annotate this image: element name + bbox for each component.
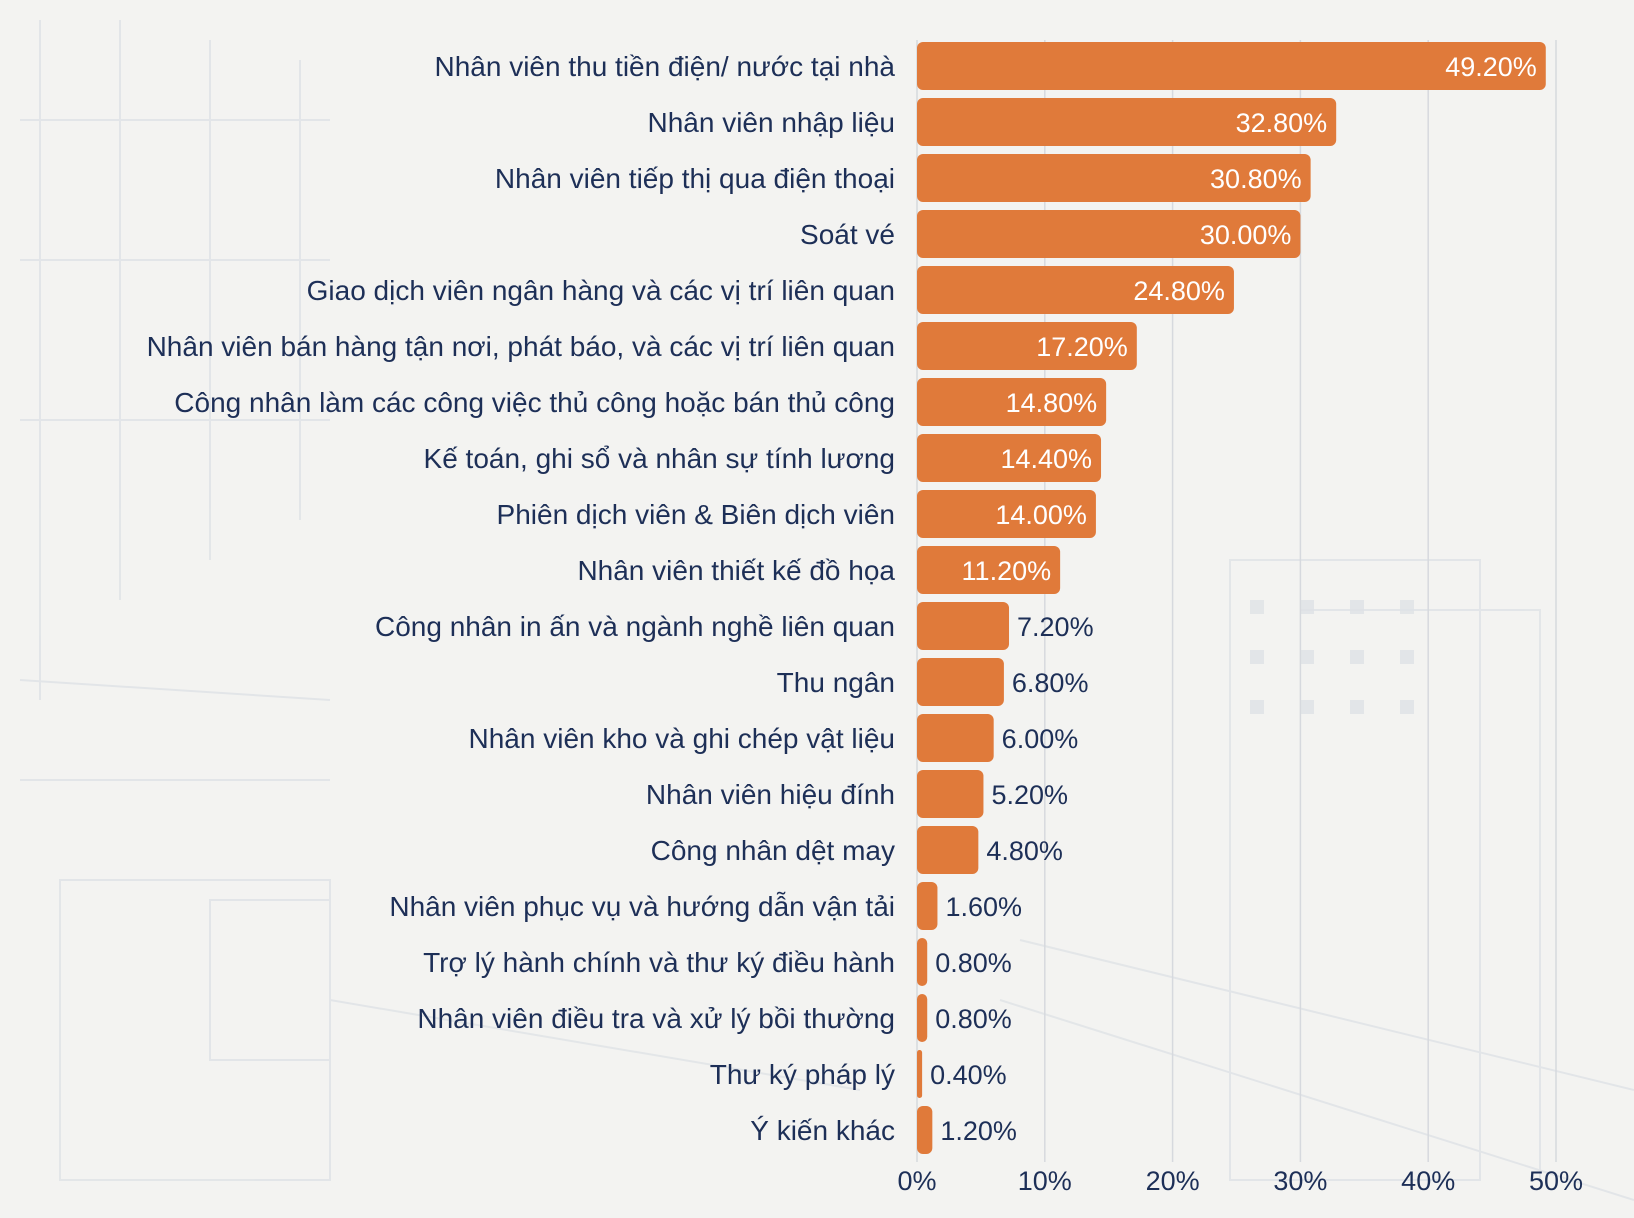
category-label: Ý kiến khác [750, 1115, 895, 1146]
bar [917, 210, 1301, 258]
x-tick-label: 0% [897, 1166, 936, 1196]
category-label: Soát vé [800, 219, 895, 250]
bar [917, 882, 938, 930]
value-label: 32.80% [1236, 108, 1328, 138]
x-tick-label: 20% [1146, 1166, 1200, 1196]
category-labels: Nhân viên thu tiền điện/ nước tại nhà Nhâ… [147, 51, 896, 1146]
x-tick-label: 50% [1529, 1166, 1583, 1196]
category-label: Phiên dịch viên & Biên dịch viên [497, 499, 895, 530]
bar [917, 1050, 923, 1098]
value-label: 14.40% [1000, 444, 1092, 474]
category-label: Nhân viên tiếp thị qua điện thoại [495, 163, 895, 194]
bar [917, 42, 1546, 90]
value-label: 7.20% [1017, 612, 1094, 642]
value-label: 49.20% [1445, 52, 1537, 82]
category-label: Công nhân in ấn và ngành nghề liên quan [375, 611, 895, 642]
value-label: 6.80% [1012, 668, 1089, 698]
value-label: 0.80% [935, 1004, 1012, 1034]
value-label: 24.80% [1133, 276, 1225, 306]
bar [917, 434, 1102, 482]
category-label: Nhân viên phục vụ và hướng dẫn vận tải [389, 891, 895, 922]
category-label: Kế toán, ghi sổ và nhân sự tính lương [424, 443, 895, 474]
value-label: 11.20% [962, 556, 1052, 586]
category-label: Nhân viên thu tiền điện/ nước tại nhà [434, 51, 895, 82]
value-label: 17.20% [1036, 332, 1128, 362]
value-label: 30.00% [1200, 220, 1292, 250]
x-tick-label: 40% [1401, 1166, 1455, 1196]
category-label: Nhân viên thiết kế đồ họa [577, 555, 895, 586]
value-label: 1.60% [945, 892, 1022, 922]
bar [917, 154, 1311, 202]
category-label: Nhân viên hiệu đính [646, 779, 895, 810]
bar [917, 770, 984, 818]
value-label: 30.80% [1210, 164, 1302, 194]
value-label: 6.00% [1002, 724, 1079, 754]
value-label: 14.80% [1006, 388, 1098, 418]
bar [917, 322, 1137, 370]
bar [917, 658, 1004, 706]
x-tick-label: 10% [1018, 1166, 1072, 1196]
category-label: Công nhân làm các công việc thủ công hoặ… [174, 387, 895, 418]
bar [917, 98, 1337, 146]
bars [917, 42, 1546, 1154]
category-label: Nhân viên kho và ghi chép vật liệu [469, 723, 896, 754]
value-label: 0.40% [930, 1060, 1007, 1090]
gridlines [916, 40, 1557, 1162]
category-label: Giao dịch viên ngân hàng và các vị trí l… [307, 275, 895, 306]
bar [917, 378, 1107, 426]
bar [917, 938, 928, 986]
value-label: 5.20% [991, 780, 1068, 810]
bar [917, 490, 1096, 538]
x-axis-tick-labels: 0% 10% 20% 30% 40% 50% [897, 1166, 1583, 1196]
category-label: Trợ lý hành chính và thư ký điều hành [423, 947, 895, 978]
value-labels: 49.20% 32.80% 30.80% 30.00% 24.80%17.20% 14.8… [930, 52, 1537, 1146]
value-label: 14.00% [995, 500, 1087, 530]
bar [917, 546, 1061, 594]
category-label: Nhân viên bán hàng tận nơi, phát báo, và… [147, 331, 895, 362]
category-label: Nhân viên nhập liệu [647, 107, 895, 138]
bar [917, 826, 979, 874]
bar [917, 602, 1010, 650]
x-tick-label: 30% [1273, 1166, 1327, 1196]
bar [917, 266, 1234, 314]
category-label: Nhân viên điều tra và xử lý bồi thường [417, 1003, 895, 1034]
bar [917, 1106, 933, 1154]
value-label: 0.80% [935, 948, 1012, 978]
category-label: Thu ngân [777, 667, 895, 698]
value-label: 1.20% [940, 1116, 1017, 1146]
category-label: Công nhân dệt may [651, 835, 895, 866]
category-label: Thư ký pháp lý [710, 1059, 895, 1090]
bar [917, 994, 928, 1042]
value-label: 4.80% [986, 836, 1063, 866]
bar [917, 714, 994, 762]
